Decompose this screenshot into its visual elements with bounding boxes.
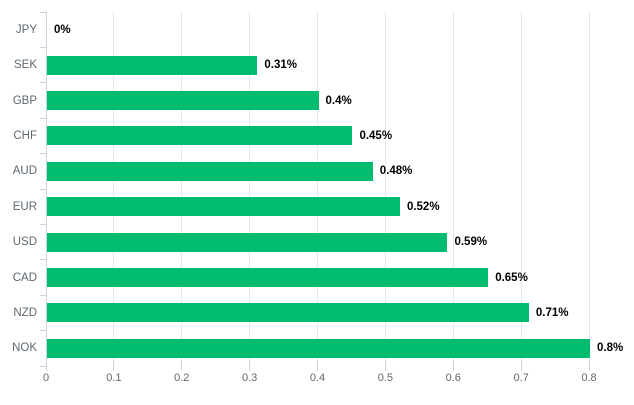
category-label: CAD [12, 271, 37, 284]
x-tick-label: 0.3 [241, 372, 258, 384]
bar-value-label: 0.65% [495, 271, 528, 284]
y-axis-tick [40, 11, 46, 13]
category-label: SEK [13, 59, 37, 72]
x-tick-label: 0 [42, 372, 50, 384]
bar-value-label: 0.4% [325, 94, 352, 107]
gridline [520, 12, 522, 366]
bar-value-label: 0.48% [379, 165, 413, 178]
gridline [249, 12, 251, 366]
bar[interactable] [47, 197, 400, 217]
x-tick-label: 0.1 [106, 372, 122, 384]
category-label: AUD [12, 165, 37, 178]
bar[interactable] [47, 55, 258, 75]
gridline [113, 12, 115, 366]
bar[interactable] [47, 268, 489, 287]
x-tick-label: 0.6 [445, 372, 461, 384]
y-axis-line [45, 12, 47, 366]
bar-value-label: 0.59% [454, 236, 488, 249]
x-tick-label: 0.5 [377, 372, 394, 384]
gridline [384, 12, 386, 366]
y-axis-tick [40, 46, 46, 48]
category-label: NZD [13, 306, 37, 319]
bar[interactable] [47, 126, 353, 146]
x-tick-label: 0.4 [309, 372, 326, 384]
category-label: EUR [12, 200, 37, 213]
x-tick-label: 0.8 [581, 372, 597, 384]
y-axis-tick [40, 294, 46, 296]
y-axis-tick [40, 153, 46, 155]
bar-value-label: 0.45% [359, 129, 393, 142]
bar-value-label: 0.52% [406, 200, 440, 213]
bar-value-label: 0% [54, 23, 71, 36]
category-label: GBP [12, 94, 37, 107]
x-axis-tick [113, 361, 115, 371]
y-axis-tick [40, 82, 46, 84]
y-axis-tick [40, 188, 46, 190]
x-axis-tick [452, 361, 454, 371]
x-axis-tick [520, 361, 522, 371]
bar[interactable] [47, 338, 590, 358]
x-axis-tick [384, 361, 386, 371]
category-label: NOK [12, 342, 37, 355]
gridline [588, 12, 590, 366]
x-axis-tick [181, 361, 183, 371]
category-label: JPY [15, 23, 37, 36]
y-axis-tick [40, 259, 46, 261]
y-axis-tick [40, 365, 46, 367]
x-tick-label: 0.2 [174, 372, 190, 384]
gridline [181, 12, 183, 366]
bar[interactable] [47, 91, 319, 110]
bar-value-label: 0.31% [264, 59, 298, 72]
y-axis-tick [40, 223, 46, 225]
gridline [452, 12, 454, 366]
x-axis-tick [45, 361, 47, 371]
category-label: CHF [13, 129, 37, 142]
y-axis-tick [40, 330, 46, 332]
bar-value-label: 0.71% [535, 306, 569, 319]
bar-value-label: 0.8% [597, 342, 624, 355]
category-label: USD [12, 236, 37, 249]
bar[interactable] [47, 232, 448, 252]
x-axis-tick [249, 361, 251, 371]
x-tick-label: 0.7 [513, 372, 529, 384]
y-axis-tick [40, 117, 46, 119]
x-axis-tick [588, 361, 590, 371]
bar[interactable] [47, 303, 529, 323]
bar[interactable] [47, 161, 373, 181]
gridline [317, 12, 318, 366]
x-axis-tick [317, 361, 318, 371]
